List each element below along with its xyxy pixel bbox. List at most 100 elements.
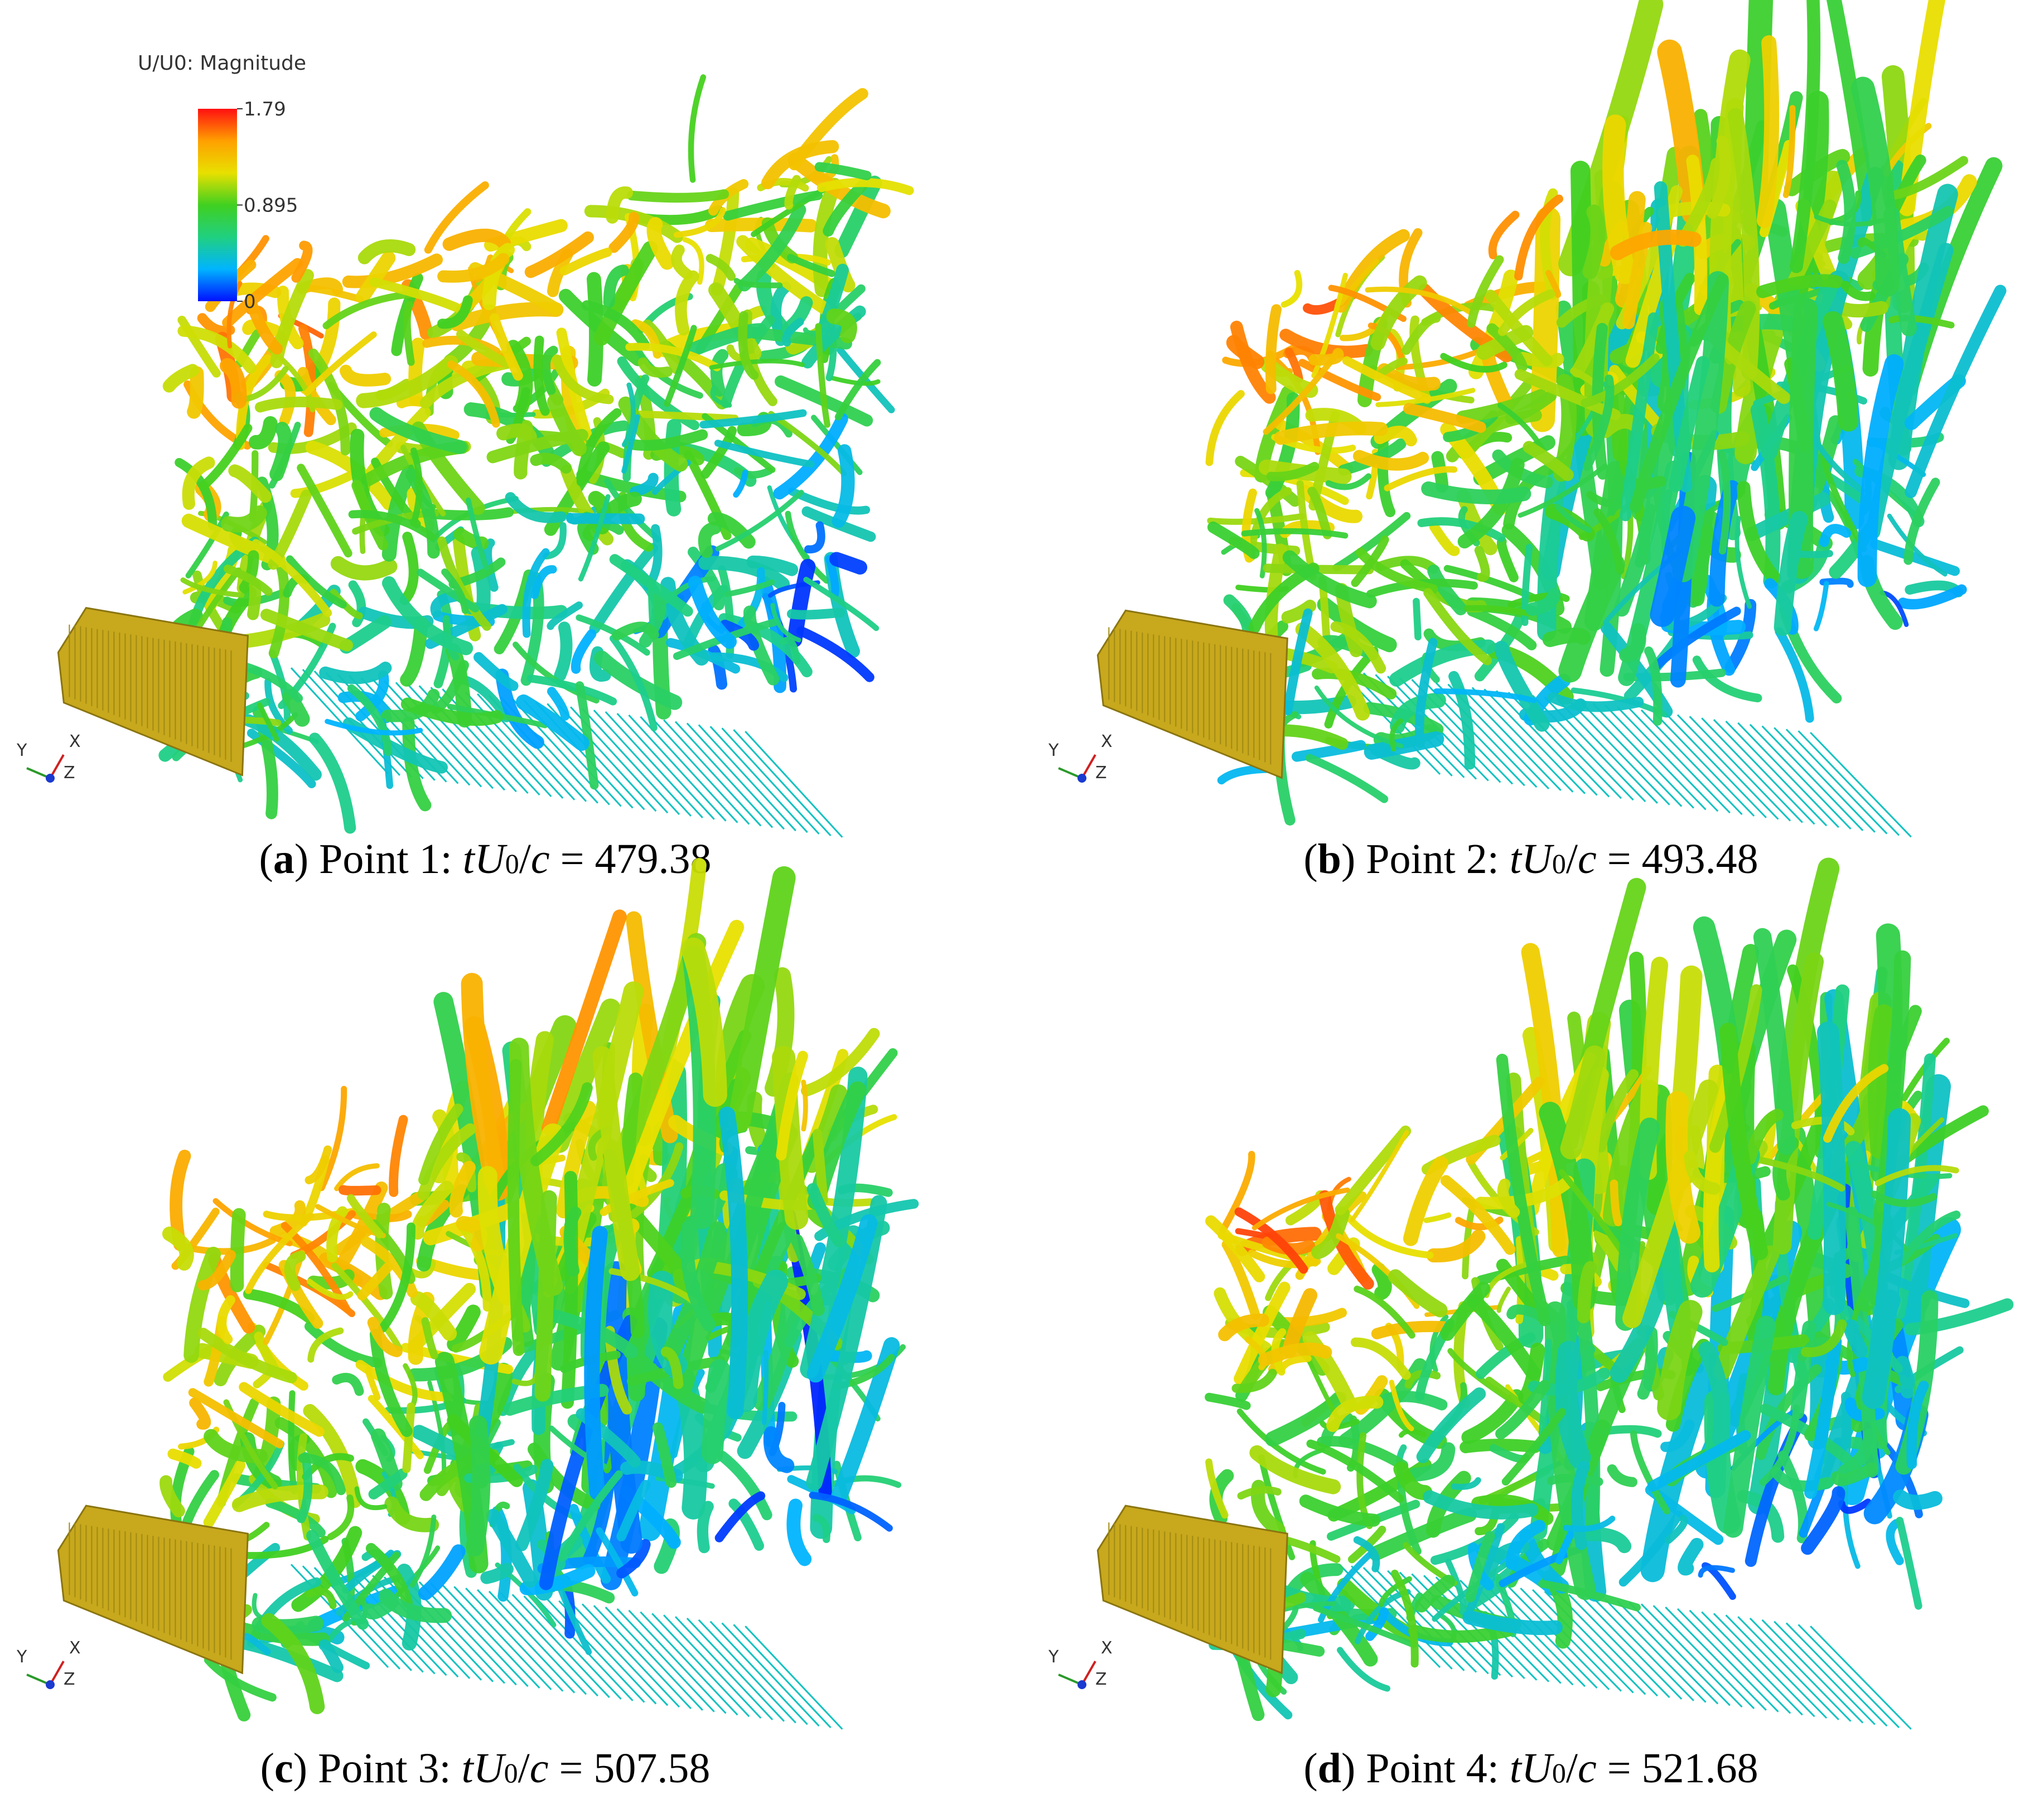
vortex-tube xyxy=(1897,584,1967,610)
vortex-tube xyxy=(1475,1332,1536,1380)
vortex-tube xyxy=(1378,1576,1413,1607)
vortex-tube xyxy=(183,1246,221,1363)
streak xyxy=(1797,730,1900,836)
vortex-tube xyxy=(449,1161,476,1218)
vortex-tube xyxy=(424,181,489,254)
vortex-tube xyxy=(162,1226,194,1271)
vortex-tube xyxy=(1497,1178,1520,1218)
axis-arrow xyxy=(49,754,65,779)
vortex-tube xyxy=(727,866,796,1132)
colorbar-tick-label: 1.79 xyxy=(244,98,286,120)
vortex-tube xyxy=(318,1639,344,1674)
vortex-tube xyxy=(447,360,500,428)
vortex-tube xyxy=(1707,135,1732,219)
streak xyxy=(1689,716,1791,822)
streak xyxy=(1689,1609,1791,1714)
axis-label: Y xyxy=(16,741,27,760)
vortex-tube xyxy=(1300,1571,1378,1667)
colorbar-tick-label: 0.895 xyxy=(244,195,298,217)
vortex-tube xyxy=(1607,1464,1637,1487)
vortex-tube xyxy=(1488,210,1520,259)
vortex-tube xyxy=(530,1082,593,1166)
vortex-tube xyxy=(786,607,845,620)
vortex-tube xyxy=(284,1251,306,1291)
vortex-tube xyxy=(400,616,428,687)
vortex-tube xyxy=(1816,1021,1846,1315)
vortex-tube xyxy=(508,1059,525,1356)
vortex-tube xyxy=(242,1633,271,1655)
vortex-tube xyxy=(369,407,467,454)
vortex-tube xyxy=(1867,1004,1893,1159)
vortex-tube xyxy=(1756,35,1780,228)
vortex-tube xyxy=(604,478,661,543)
vortex-tube xyxy=(611,621,659,641)
vortex-tube xyxy=(1332,512,1411,572)
vortex-tube xyxy=(780,636,801,665)
vortex-tube xyxy=(180,577,245,598)
vortex-tube xyxy=(1851,76,1900,297)
streak xyxy=(1580,701,1683,807)
vortex-tube xyxy=(1467,255,1504,328)
vortex-tube xyxy=(1440,1281,1491,1341)
vortex-tube xyxy=(534,1190,557,1402)
streak xyxy=(1580,1595,1683,1700)
vortex-tube xyxy=(524,231,594,278)
vortex-tube xyxy=(1505,1520,1546,1570)
vortex-tube xyxy=(389,1115,408,1197)
vortex-tube xyxy=(1266,461,1320,481)
vortex-tube xyxy=(738,203,806,292)
vortex-tube xyxy=(441,568,469,614)
vortex-tube xyxy=(761,1350,769,1425)
vortex-tube xyxy=(1282,550,1377,609)
streak xyxy=(511,1594,610,1698)
axis-arrow xyxy=(1081,1661,1096,1685)
caption-part: U xyxy=(1521,836,1554,883)
vortex-tube xyxy=(1698,1565,1735,1578)
streak xyxy=(593,1605,692,1709)
streak xyxy=(1701,717,1803,823)
vortex-tube xyxy=(566,513,645,524)
vortex-tube xyxy=(339,1181,388,1265)
vortex-tube xyxy=(1644,646,1663,726)
streak xyxy=(418,1581,517,1686)
caption-part: 0 xyxy=(1552,848,1566,879)
vortex-tube xyxy=(1718,450,1731,555)
streak xyxy=(1749,724,1852,830)
vortex-tube xyxy=(1393,1462,1433,1501)
vortex-tube xyxy=(1897,1211,1961,1265)
vortex-tube xyxy=(593,241,658,346)
vortex-tube xyxy=(621,414,640,474)
vortex-tube xyxy=(652,1422,677,1488)
vortex-tube xyxy=(226,281,243,349)
vortex-tube xyxy=(1545,269,1562,298)
vortex-tube xyxy=(1274,421,1388,445)
vortex-tube xyxy=(1610,1267,1671,1383)
vortex-tube xyxy=(197,1250,236,1291)
vortex-tube xyxy=(1365,1607,1389,1641)
vortex-tube xyxy=(306,1530,369,1630)
axis-label: Z xyxy=(1095,763,1107,783)
vortex-tube xyxy=(368,1395,424,1459)
streak xyxy=(1568,700,1670,806)
vortex-tube xyxy=(543,522,567,560)
vortex-tube xyxy=(1521,943,1571,1258)
vortex-tube xyxy=(1347,1525,1386,1564)
vortex-tube xyxy=(785,510,830,584)
streak xyxy=(1399,677,1501,783)
vortex-tube xyxy=(369,277,461,312)
vortex-tube xyxy=(1404,1369,1441,1389)
vortex-tube xyxy=(199,423,253,490)
vortex-tube xyxy=(1871,1190,1937,1207)
streak xyxy=(1604,1598,1707,1703)
vortex-tube xyxy=(563,1206,582,1277)
vortex-tube xyxy=(1719,1023,1768,1261)
streak xyxy=(698,1619,796,1724)
vortex-tube xyxy=(1417,517,1506,542)
vortex-tube xyxy=(1795,549,1833,558)
vortex-tube xyxy=(1283,608,1313,716)
streak xyxy=(745,731,843,838)
vortex-tube xyxy=(1774,510,1808,636)
vortex-tube xyxy=(522,548,550,638)
vortex-tube xyxy=(483,538,499,592)
vortex-tube xyxy=(1388,1269,1448,1318)
